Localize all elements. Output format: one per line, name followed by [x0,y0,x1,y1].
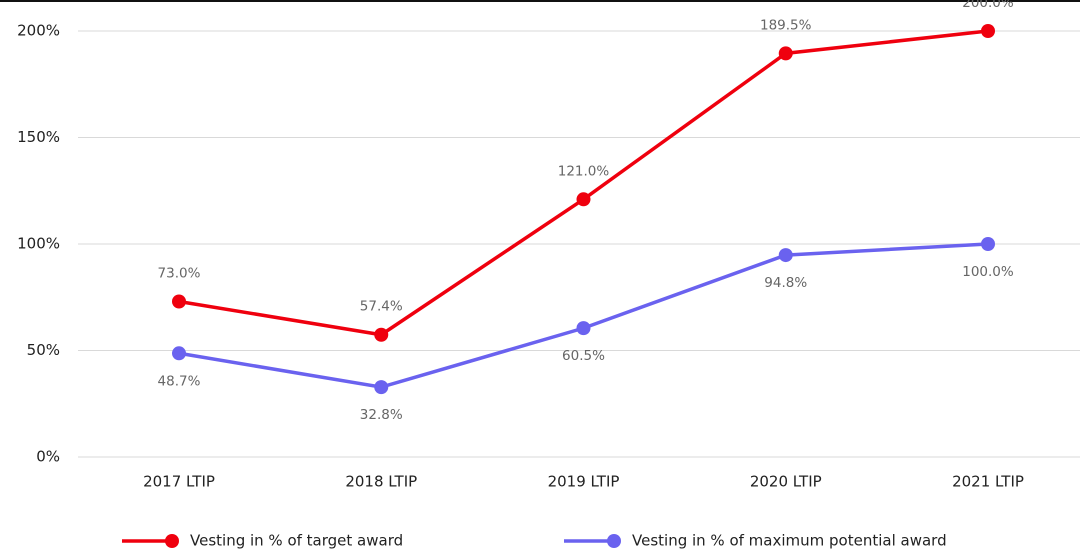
value-label: 73.0% [158,266,201,282]
point [778,46,793,61]
point [981,237,995,251]
point [374,327,389,342]
value-label: 189.5% [760,17,812,33]
point [172,294,186,309]
value-label: 32.8% [360,407,403,423]
value-label: 48.7% [158,373,201,389]
value-label: 94.8% [764,275,807,291]
legend-label: Vesting in % of maximum potential award [632,532,947,550]
x-tick-label: 2019 LTIP [548,473,620,491]
value-label: 200.0% [962,0,1014,11]
legend-label: Vesting in % of target award [190,532,403,550]
point [172,346,186,361]
x-tick-label: 2018 LTIP [345,473,417,491]
value-label: 100.0% [962,264,1014,280]
x-tick-label: 2017 LTIP [143,473,215,491]
y-tick-label: 50% [27,341,60,359]
point [981,24,995,38]
y-tick-label: 0% [36,448,60,466]
y-tick-label: 100% [17,235,60,253]
x-tick-label: 2020 LTIP [750,473,822,491]
series-line [178,242,989,389]
legend-marker [607,534,621,548]
series-line [178,29,989,337]
point [576,192,591,207]
point [374,380,389,395]
x-tick-label: 2021 LTIP [952,473,1024,491]
point [778,248,793,263]
value-label: 57.4% [360,299,403,315]
y-tick-label: 200% [17,22,60,40]
legend-marker [165,534,179,548]
y-tick-label: 150% [17,128,60,146]
value-label: 121.0% [558,163,610,179]
value-label: 60.5% [562,348,605,364]
point [576,321,591,336]
